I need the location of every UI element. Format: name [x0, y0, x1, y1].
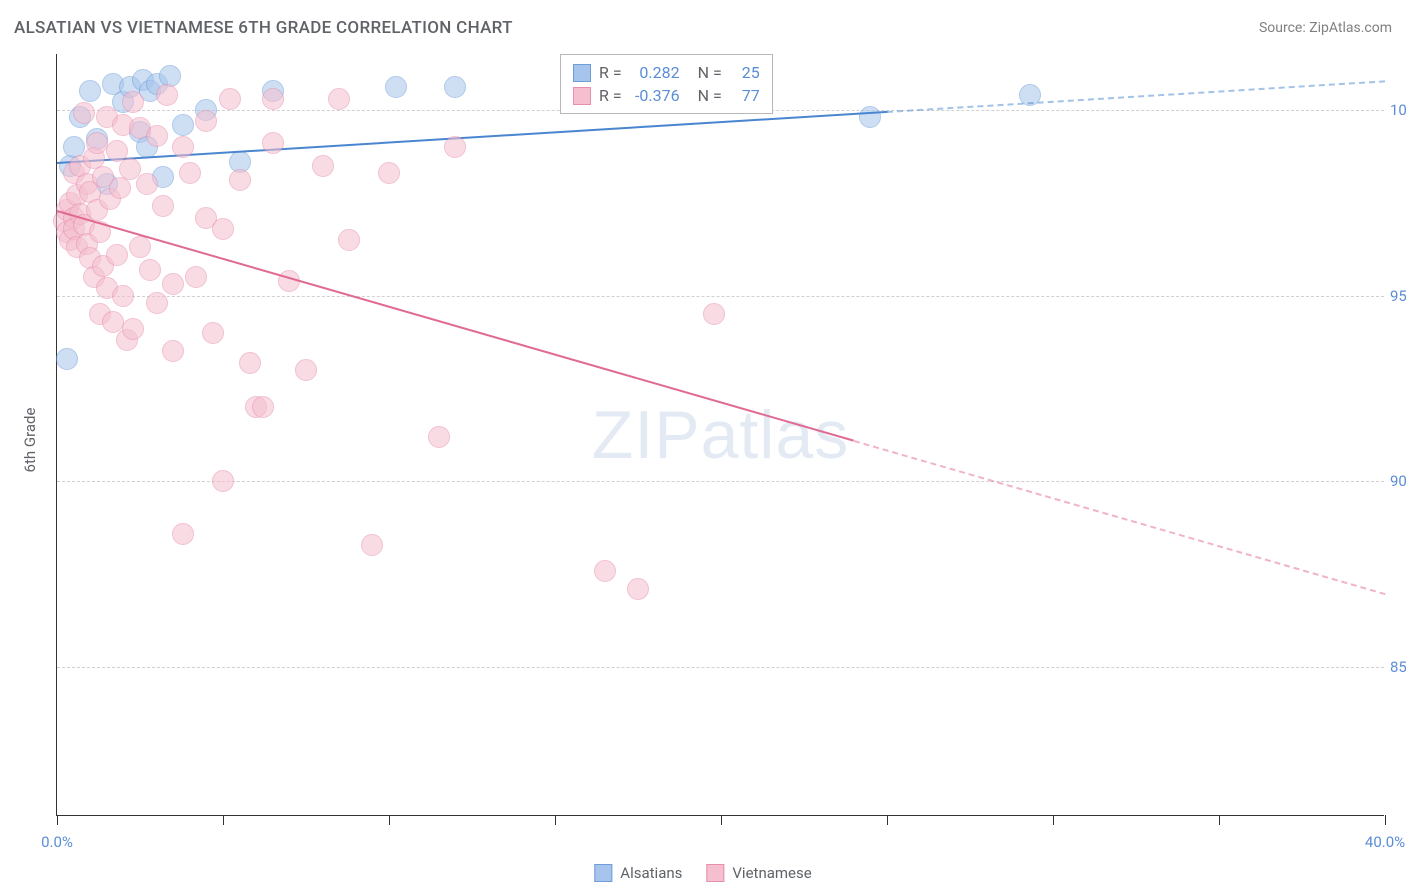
- legend-item-alsatians: Alsatians: [594, 864, 682, 882]
- scatter-point: [56, 348, 78, 370]
- scatter-point: [859, 106, 881, 128]
- scatter-point: [122, 318, 144, 340]
- scatter-point: [156, 84, 178, 106]
- scatter-point: [152, 195, 174, 217]
- scatter-point: [312, 155, 334, 177]
- r-label: R =: [599, 63, 622, 82]
- scatter-point: [212, 218, 234, 240]
- scatter-point: [239, 352, 261, 374]
- scatter-point: [444, 76, 466, 98]
- scatter-point: [195, 110, 217, 132]
- scatter-point: [338, 229, 360, 251]
- scatter-point: [136, 173, 158, 195]
- stats-swatch: [573, 87, 591, 105]
- watermark-atlas: atlas: [701, 397, 850, 473]
- scatter-point: [79, 80, 101, 102]
- scatter-point: [262, 132, 284, 154]
- scatter-plot-area: ZIPatlas 85.0%90.0%95.0%100.0%0.0%40.0%: [56, 54, 1384, 816]
- y-tick-label: 85.0%: [1390, 658, 1406, 676]
- scatter-point: [378, 162, 400, 184]
- scatter-point: [328, 88, 350, 110]
- scatter-point: [428, 426, 450, 448]
- x-tick: [1385, 815, 1386, 825]
- legend-swatch-vietnamese: [706, 864, 724, 882]
- gridline: [57, 667, 1384, 668]
- regression-line: [57, 210, 854, 442]
- regression-line: [854, 440, 1386, 595]
- legend-item-vietnamese: Vietnamese: [706, 864, 811, 882]
- scatter-point: [185, 266, 207, 288]
- scatter-point: [361, 534, 383, 556]
- legend-label-alsatians: Alsatians: [620, 864, 682, 882]
- scatter-point: [172, 523, 194, 545]
- scatter-point: [106, 244, 128, 266]
- gridline: [57, 481, 1384, 482]
- y-axis-label: 6th Grade: [21, 408, 39, 473]
- watermark-zip: ZIP: [592, 397, 701, 473]
- scatter-point: [252, 396, 274, 418]
- chart-title: ALSATIAN VS VIETNAMESE 6TH GRADE CORRELA…: [14, 18, 513, 38]
- header: ALSATIAN VS VIETNAMESE 6TH GRADE CORRELA…: [14, 18, 1392, 38]
- scatter-point: [229, 169, 251, 191]
- series-legend: Alsatians Vietnamese: [594, 864, 811, 882]
- legend-swatch-alsatians: [594, 864, 612, 882]
- scatter-point: [112, 285, 134, 307]
- x-tick: [721, 815, 722, 825]
- y-tick-label: 95.0%: [1390, 287, 1406, 305]
- scatter-point: [172, 136, 194, 158]
- scatter-point: [385, 76, 407, 98]
- y-tick-label: 100.0%: [1390, 101, 1406, 119]
- x-tick: [223, 815, 224, 825]
- stats-legend: R = 0.282 N = 25 R = -0.376 N = 77: [560, 54, 773, 114]
- x-tick: [57, 815, 58, 825]
- x-tick-label: 0.0%: [41, 833, 73, 851]
- regression-line: [887, 80, 1385, 113]
- scatter-point: [219, 88, 241, 110]
- x-tick: [1053, 815, 1054, 825]
- scatter-point: [212, 470, 234, 492]
- x-tick: [555, 815, 556, 825]
- x-tick: [1219, 815, 1220, 825]
- stats-legend-row: R = -0.376 N = 77: [573, 84, 760, 107]
- n-value: 77: [730, 86, 760, 105]
- stats-legend-row: R = 0.282 N = 25: [573, 61, 760, 84]
- scatter-point: [162, 273, 184, 295]
- scatter-point: [86, 132, 108, 154]
- gridline: [57, 296, 1384, 297]
- scatter-point: [295, 359, 317, 381]
- scatter-point: [129, 236, 151, 258]
- legend-label-vietnamese: Vietnamese: [732, 864, 811, 882]
- scatter-point: [162, 340, 184, 362]
- n-label: N =: [698, 86, 722, 105]
- scatter-point: [139, 259, 161, 281]
- scatter-point: [202, 322, 224, 344]
- chart-container: ALSATIAN VS VIETNAMESE 6TH GRADE CORRELA…: [0, 0, 1406, 892]
- r-value: 0.282: [630, 63, 680, 82]
- scatter-point: [703, 303, 725, 325]
- source-attribution: Source: ZipAtlas.com: [1259, 20, 1392, 36]
- x-tick: [887, 815, 888, 825]
- scatter-point: [146, 125, 168, 147]
- x-tick-label: 40.0%: [1365, 833, 1405, 851]
- scatter-point: [146, 292, 168, 314]
- scatter-point: [179, 162, 201, 184]
- y-tick-label: 90.0%: [1390, 472, 1406, 490]
- stats-swatch: [573, 64, 591, 82]
- n-label: N =: [698, 63, 722, 82]
- scatter-point: [172, 114, 194, 136]
- r-value: -0.376: [630, 86, 680, 105]
- scatter-point: [594, 560, 616, 582]
- n-value: 25: [730, 63, 760, 82]
- scatter-point: [122, 91, 144, 113]
- watermark: ZIPatlas: [592, 396, 849, 474]
- scatter-point: [444, 136, 466, 158]
- x-tick: [389, 815, 390, 825]
- r-label: R =: [599, 86, 622, 105]
- scatter-point: [73, 102, 95, 124]
- scatter-point: [627, 578, 649, 600]
- scatter-point: [262, 88, 284, 110]
